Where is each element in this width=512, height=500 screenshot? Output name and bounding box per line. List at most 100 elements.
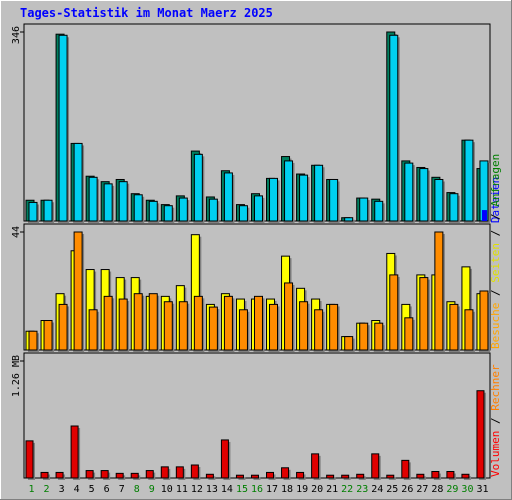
dateien-bar (419, 168, 429, 222)
day-label-14: 14 (221, 484, 233, 495)
day-label-29: 29 (446, 484, 458, 495)
day-label-26: 26 (401, 484, 413, 495)
day-labels: 1 2 3 4 5 6 7 8 9 10 11 12 13 14 15 16 17 18 19 20 21 22 23 24 2… (29, 484, 489, 495)
dateien-bar (178, 197, 188, 222)
day-label-10: 10 (161, 484, 173, 495)
volumen-bar (40, 471, 49, 479)
besuche-bar (148, 293, 158, 351)
besuche-bar (434, 231, 444, 351)
day-label-11: 11 (176, 484, 188, 495)
dateien-bar (329, 178, 339, 222)
volumen-bar (416, 473, 425, 479)
dateien-bar (404, 162, 414, 222)
besuche-bar (193, 295, 203, 351)
dateien-bar (28, 201, 38, 222)
besuche-bar (133, 293, 143, 351)
volumen-bar (431, 471, 440, 479)
besuche-bar (449, 303, 459, 351)
side-legend-part: / (489, 207, 502, 220)
volumen-bar (55, 471, 64, 479)
volumen-bar-shadow (343, 477, 351, 480)
dateien-bar (238, 205, 248, 222)
side-legend-part: Seiten (489, 243, 502, 283)
dateien-bar (314, 164, 324, 222)
side-legend-top: / Anfragen (489, 154, 502, 220)
chart-panels: 346 44 1.26 MB (11, 23, 491, 480)
volumen-bar (266, 471, 275, 479)
volumen-bar (371, 453, 380, 479)
day-label-20: 20 (311, 484, 323, 495)
side-legend-part: Dateien (489, 177, 502, 223)
besuche-bar (178, 301, 188, 351)
besuche-bar (118, 298, 128, 351)
day-label-9: 9 (149, 484, 155, 495)
day-label-27: 27 (416, 484, 428, 495)
volumen-bar-shadow (238, 477, 246, 480)
side-legend-bottom: Volumen / Rechner (489, 364, 502, 477)
day-label-28: 28 (431, 484, 443, 495)
dateien-bar (269, 177, 279, 222)
volumen-bar (130, 472, 139, 479)
besuche-bar (269, 303, 279, 351)
day-label-13: 13 (206, 484, 218, 495)
side-legend-part: Volumen (489, 431, 502, 477)
dateien-bar (58, 34, 68, 222)
dateien-bar (43, 199, 53, 222)
volumen-bar (175, 466, 184, 479)
day-label-18: 18 (281, 484, 293, 495)
day-label-3: 3 (59, 484, 65, 495)
day-label-30: 30 (461, 484, 473, 495)
besuche-bar (479, 290, 489, 351)
volumen-bar (356, 473, 365, 479)
day-label-16: 16 (251, 484, 263, 495)
side-legend-middle: Besuche / Seiten / Dateien (489, 177, 502, 349)
day-label-24: 24 (371, 484, 383, 495)
ymax-label: 346 (11, 26, 22, 44)
volumen-bar (461, 473, 470, 479)
side-legends: Volumen / Rechner Besuche / Seiten / Date… (489, 154, 502, 477)
dateien-bar (223, 172, 233, 222)
volumen-bar (190, 464, 199, 479)
volumen-bar (401, 459, 410, 479)
volumen-bar (220, 439, 229, 479)
besuche-bar (58, 303, 68, 351)
ymax-label: 44 (11, 226, 22, 238)
volumen-bar (250, 474, 259, 479)
dateien-bar (359, 197, 369, 222)
besuche-bar (253, 295, 263, 351)
besuche-bar (163, 301, 173, 351)
volumen-bar-shadow (253, 477, 261, 480)
day-label-1: 1 (29, 484, 35, 495)
volumen-bar (476, 390, 485, 479)
dateien-bar (374, 200, 384, 222)
besuche-bar (389, 274, 399, 351)
day-label-21: 21 (326, 484, 338, 495)
day-label-7: 7 (119, 484, 125, 495)
day-label-8: 8 (134, 484, 140, 495)
besuche-bar (284, 282, 294, 351)
day-label-2: 2 (44, 484, 50, 495)
dateien-bar (389, 34, 399, 222)
volumen-bar (205, 473, 214, 479)
day-label-12: 12 (191, 484, 203, 495)
besuche-bar (404, 317, 414, 351)
dateien-bar (88, 176, 98, 222)
side-legend-part: Besuche (489, 303, 502, 349)
besuche-bar (28, 330, 38, 351)
dateien-bar (118, 181, 128, 222)
volumen-bar (115, 472, 124, 479)
day-label-23: 23 (356, 484, 368, 495)
besuche-bar (464, 309, 474, 351)
day-label-4: 4 (74, 484, 80, 495)
volumen-bar (70, 425, 79, 479)
side-legend-part: / (489, 223, 502, 243)
dateien-bar (253, 195, 263, 222)
side-legend-part: / (489, 411, 502, 431)
side-legend-part: Rechner (489, 364, 502, 411)
volumen-bar (341, 474, 350, 479)
dateien-bar (103, 183, 113, 222)
dateien-bar (464, 139, 474, 222)
besuche-bar (223, 295, 233, 351)
volumen-bar (235, 474, 244, 479)
